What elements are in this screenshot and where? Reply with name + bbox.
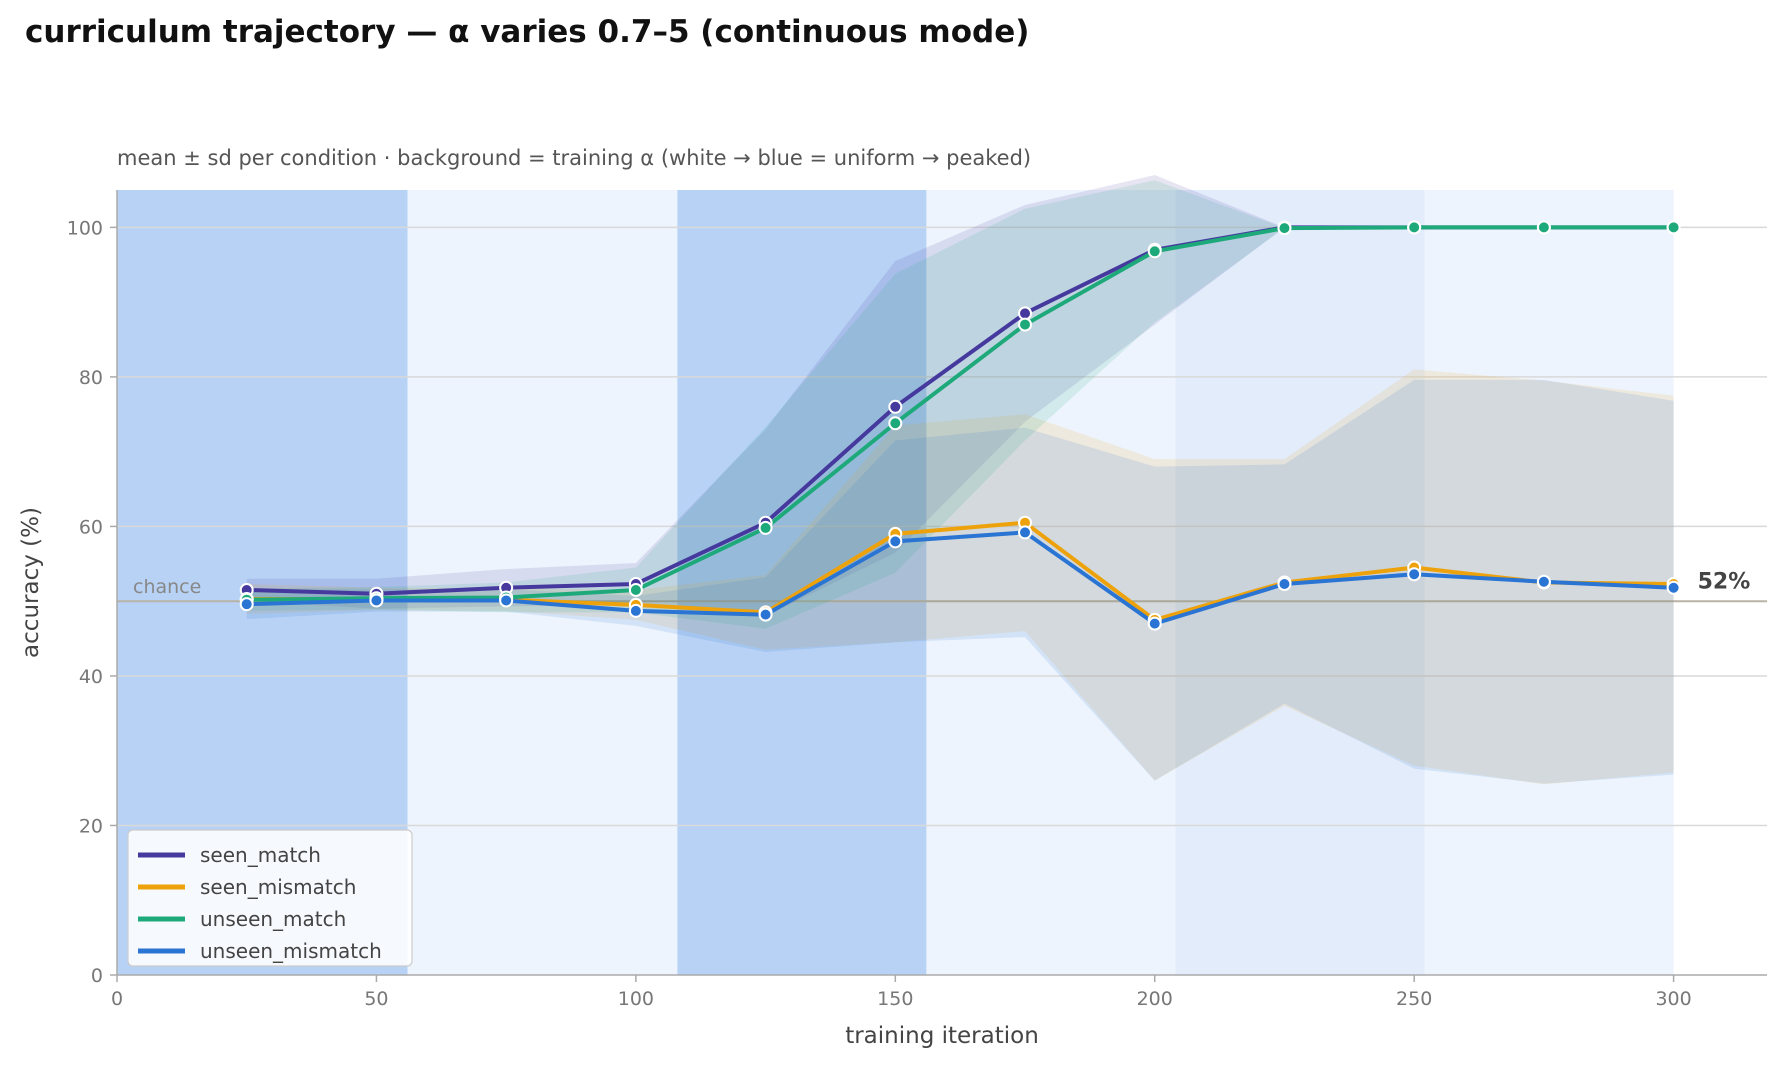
unseen_mismatch-point-100 [628,603,643,618]
seen_mismatch-sd-band [246,369,1674,785]
unseen_mismatch-point-225 [1277,576,1292,591]
unseen_match-point-225 [1277,221,1292,236]
y-tick-label-40: 40 [79,666,103,688]
unseen_match-point-175 [1018,317,1033,332]
unseen_mismatch-point-300 [1666,580,1681,595]
legend-label-seen_mismatch: seen_mismatch [200,875,356,899]
y-tick-label-80: 80 [79,367,103,389]
axes [116,190,1767,976]
x-tick-label-300: 300 [1655,988,1691,1010]
unseen_match-point-200 [1147,244,1162,259]
seen_match-point-175 [1018,306,1033,321]
y-tick-label-60: 60 [79,516,103,538]
y-tick-label-20: 20 [79,815,103,837]
legend-box [127,829,413,967]
chart-subtitle: mean ± sd per condition · background = t… [117,146,1032,170]
sd-bands [246,175,1674,785]
unseen_match-point-275 [1536,220,1551,235]
legend: seen_match seen_mismatch unseen_matchunsee… [127,829,413,967]
y-tick-label-0: 0 [91,965,103,987]
x-tick-label-100: 100 [618,988,654,1010]
y-tick-label-100: 100 [67,217,103,239]
seen_match-sd-band [246,175,1674,617]
chart-title: curriculum trajectory — α varies 0.7–5 (… [25,14,1030,50]
x-tick-label-250: 250 [1396,988,1432,1010]
y-axis-label: accuracy (%) [18,507,44,658]
unseen_mismatch-line [244,530,1676,626]
end-value-label: 52% [1698,570,1751,595]
series-points [239,220,1681,631]
seen_match-point-150 [888,399,903,414]
unseen_mismatch-point-250 [1407,567,1422,582]
unseen_mismatch-point-275 [1536,574,1551,589]
legend-label-unseen_mismatch: unseen_mismatch [200,939,382,963]
legend-label-seen_match: seen_match [200,843,321,867]
alpha-band-3 [926,190,1176,975]
series-lines [244,225,1676,626]
unseen_mismatch-point-125 [758,607,773,622]
x-tick-labels: 0 50 100 150 200 250 300 [111,975,1692,1010]
unseen_match-point-100 [628,582,643,597]
x-tick-label-150: 150 [877,988,913,1010]
y-tick-labels: 0 20 40 60 80 100 [67,217,117,987]
unseen_mismatch-point-175 [1018,525,1033,540]
unseen_mismatch-sd-band [246,379,1674,784]
x-tick-label-200: 200 [1137,988,1173,1010]
legend-label-unseen_match: unseen_match [200,907,346,931]
unseen_mismatch-point-50 [369,593,384,608]
unseen_mismatch-point-150 [888,534,903,549]
x-tick-label-0: 0 [111,988,123,1010]
unseen_match-point-250 [1407,220,1422,235]
x-axis-label: training iteration [845,1023,1039,1049]
unseen_mismatch-point-25 [239,597,254,612]
chance-label: chance [133,576,201,598]
unseen_match-point-150 [888,416,903,431]
alpha-background-bands [117,190,1674,975]
unseen_match-line [244,225,1676,602]
alpha-band-2 [677,190,927,975]
unseen_match-sd-band [246,180,1674,629]
unseen_match-point-125 [758,520,773,535]
unseen_mismatch-point-200 [1147,616,1162,631]
x-tick-label-50: 50 [364,988,388,1010]
unseen_mismatch-point-75 [499,593,514,608]
unseen_match-point-300 [1666,220,1681,235]
